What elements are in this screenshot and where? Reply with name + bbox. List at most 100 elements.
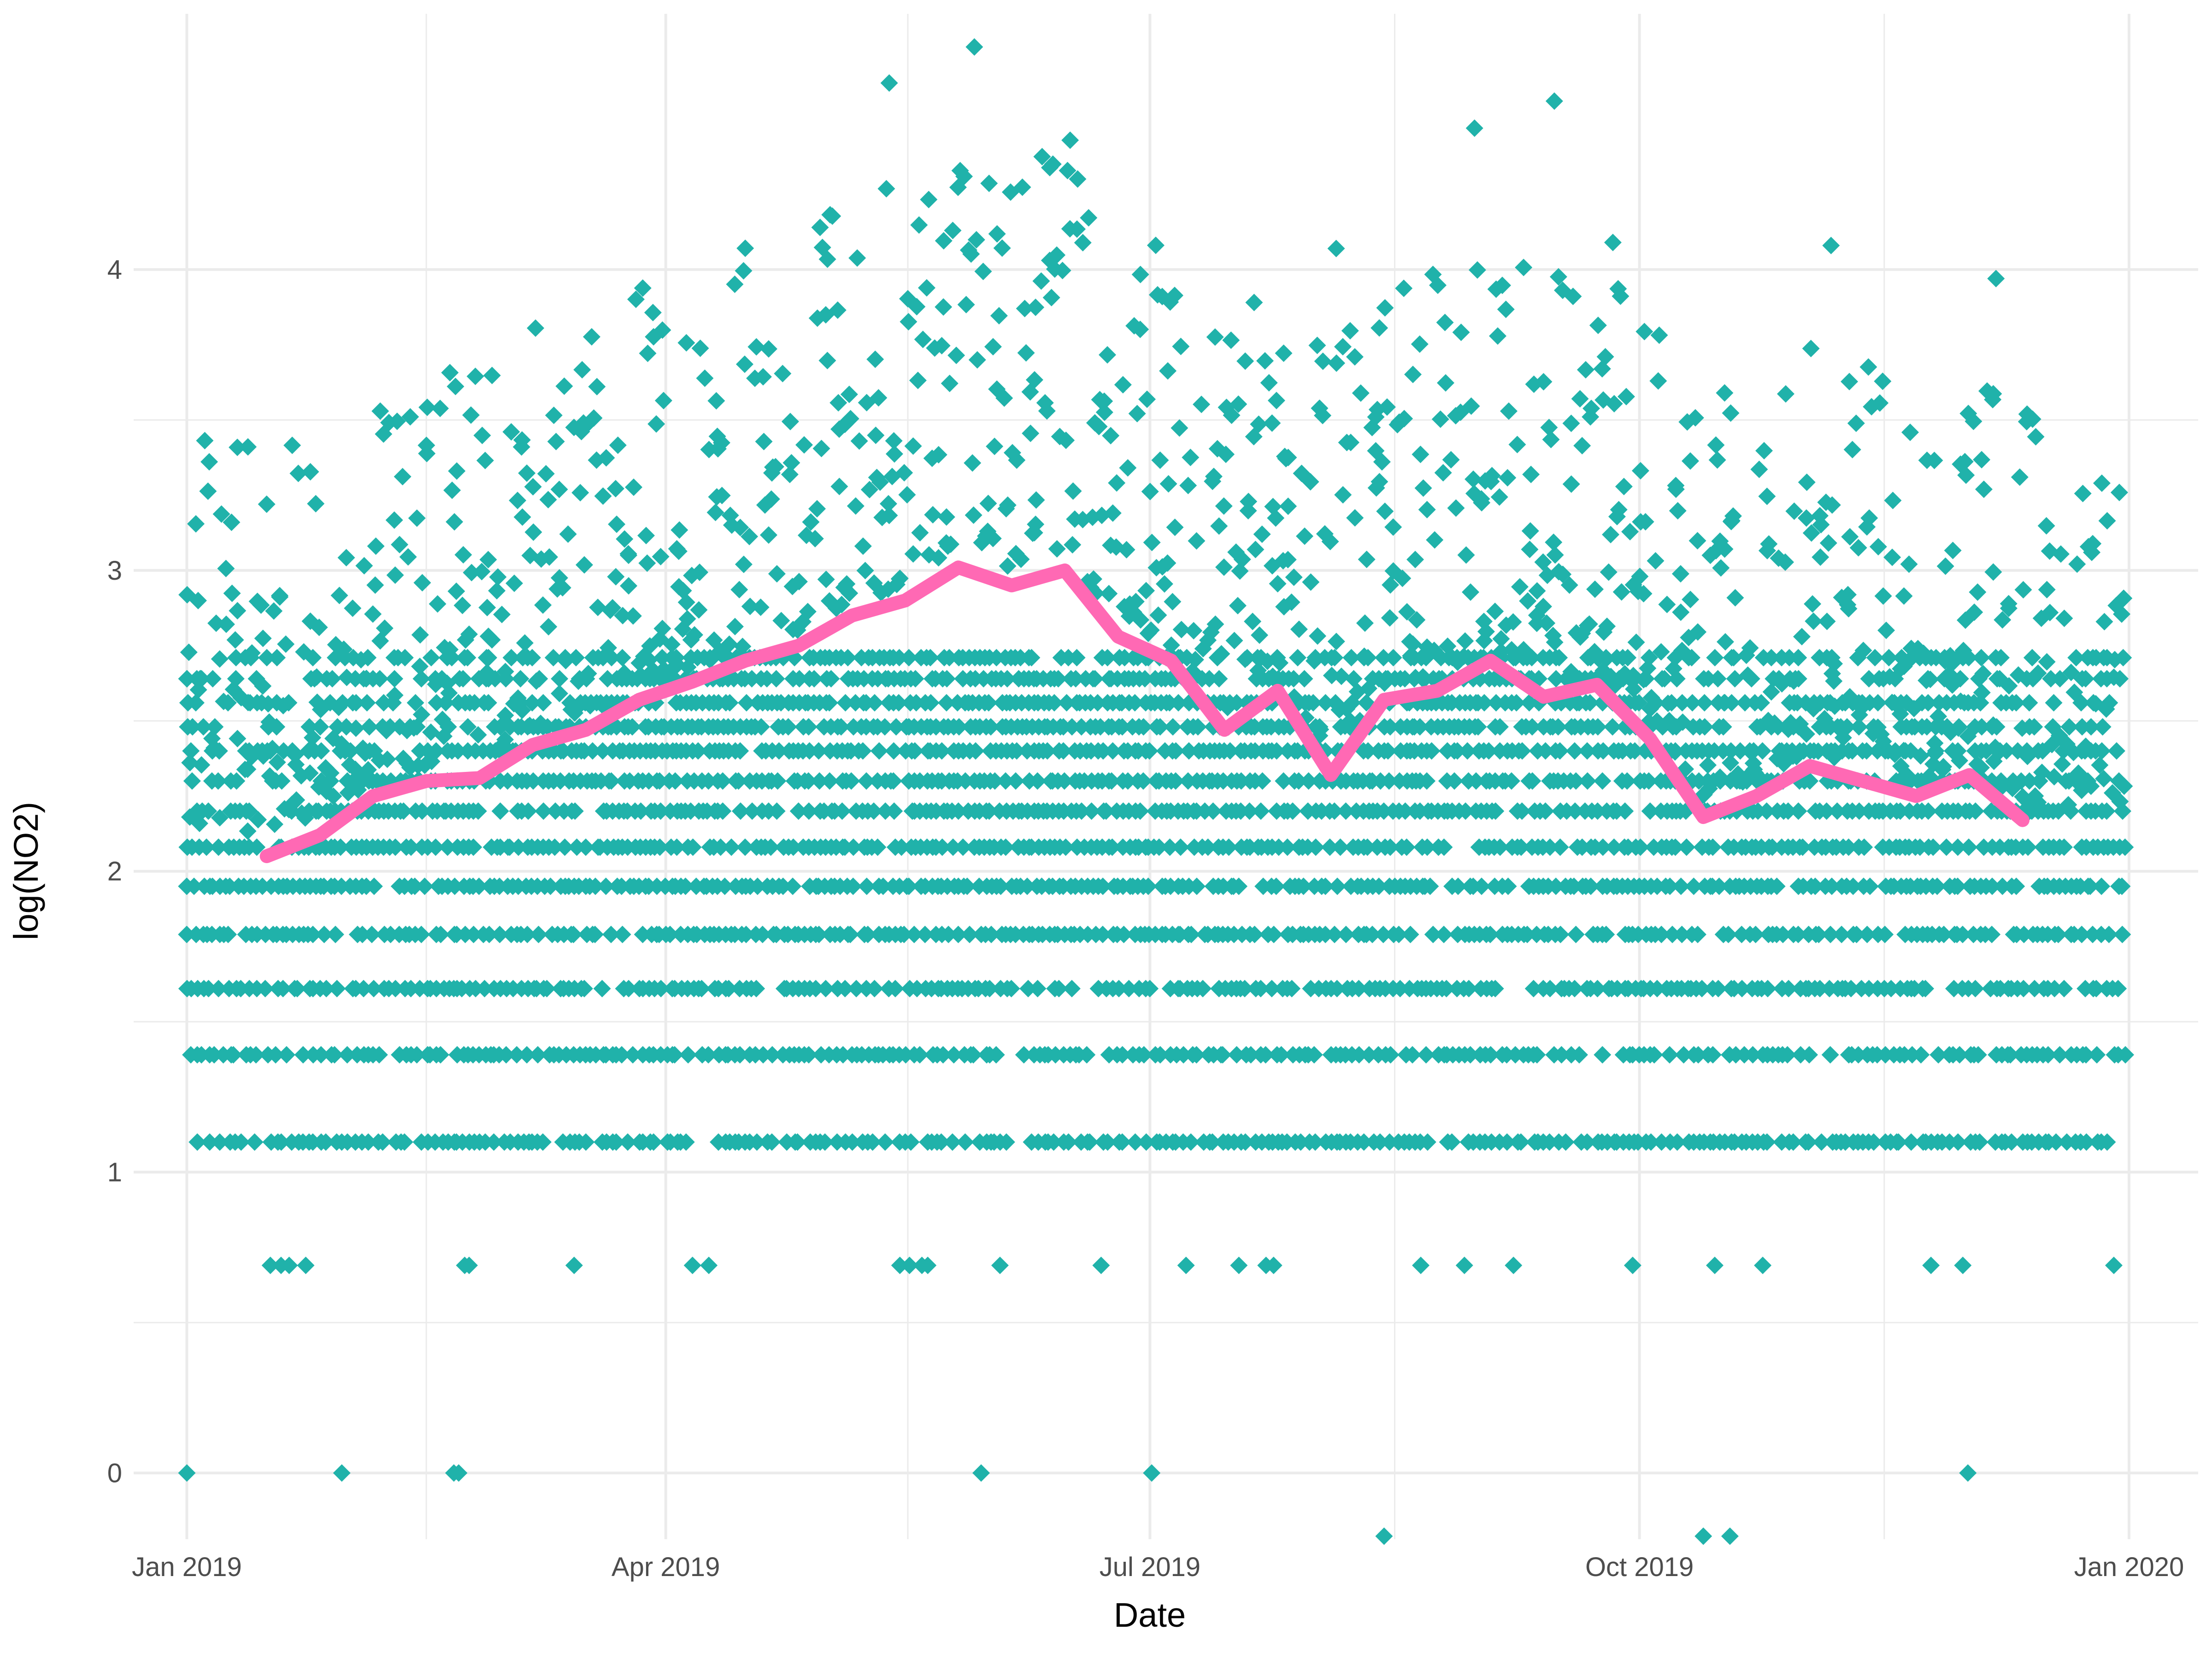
data-point bbox=[890, 649, 908, 667]
data-point bbox=[1370, 877, 1388, 895]
data-point bbox=[1541, 980, 1559, 998]
data-point bbox=[1918, 718, 1936, 736]
data-point bbox=[782, 454, 800, 472]
data-point bbox=[836, 694, 854, 712]
data-point bbox=[743, 670, 761, 688]
data-point bbox=[678, 610, 696, 628]
data-point bbox=[586, 877, 604, 895]
data-point bbox=[904, 545, 922, 563]
data-point bbox=[1104, 742, 1122, 760]
data-point bbox=[374, 1133, 392, 1151]
data-point bbox=[1390, 925, 1408, 943]
trend-layer bbox=[259, 560, 2030, 863]
x-tick-label: Apr 2019 bbox=[612, 1552, 720, 1582]
data-point bbox=[1194, 980, 1212, 998]
data-point bbox=[982, 925, 1000, 943]
data-point bbox=[1180, 742, 1198, 760]
data-point bbox=[247, 1046, 265, 1064]
data-point bbox=[1960, 838, 1978, 856]
data-point bbox=[1321, 533, 1339, 551]
data-point bbox=[1944, 541, 1962, 559]
data-point bbox=[427, 838, 445, 856]
data-point bbox=[207, 614, 225, 632]
data-point bbox=[1972, 759, 1990, 777]
data-point bbox=[1777, 553, 1794, 571]
data-point bbox=[1382, 576, 1400, 594]
data-point bbox=[653, 649, 671, 667]
data-point bbox=[1086, 414, 1104, 432]
data-point bbox=[1404, 365, 1422, 383]
data-point bbox=[1719, 925, 1737, 943]
data-point bbox=[1605, 394, 1623, 412]
data-point bbox=[691, 339, 709, 357]
data-point bbox=[500, 838, 518, 856]
data-point bbox=[1165, 287, 1183, 305]
data-point bbox=[211, 650, 229, 668]
data-point bbox=[1675, 1046, 1693, 1064]
data-point bbox=[1151, 718, 1169, 736]
data-point bbox=[273, 772, 291, 790]
data-point bbox=[842, 772, 860, 790]
data-point bbox=[1257, 1046, 1275, 1064]
data-point bbox=[1250, 415, 1268, 433]
data-point bbox=[762, 490, 780, 508]
data-point bbox=[613, 925, 631, 943]
y-tick-label: 2 bbox=[107, 857, 122, 887]
data-point bbox=[1688, 925, 1706, 943]
data-point bbox=[412, 925, 430, 943]
data-point bbox=[950, 718, 968, 736]
data-point bbox=[1215, 497, 1233, 515]
data-point bbox=[844, 877, 862, 895]
data-point bbox=[856, 562, 874, 580]
data-point bbox=[223, 584, 241, 602]
data-point bbox=[1768, 877, 1786, 895]
data-point bbox=[1966, 802, 1984, 820]
data-point bbox=[2002, 1133, 2020, 1151]
data-point bbox=[1204, 802, 1222, 820]
data-point bbox=[489, 568, 507, 586]
data-point bbox=[1564, 288, 1582, 306]
data-point bbox=[1067, 670, 1085, 688]
data-point bbox=[730, 581, 748, 599]
data-point bbox=[1512, 838, 1530, 856]
data-point bbox=[1008, 742, 1026, 760]
data-point bbox=[731, 518, 749, 536]
data-point bbox=[370, 1046, 388, 1064]
data-point bbox=[624, 718, 641, 736]
data-point bbox=[1002, 980, 1020, 998]
data-point bbox=[625, 478, 643, 496]
data-point bbox=[1317, 694, 1335, 712]
data-point bbox=[2049, 925, 2067, 943]
data-point bbox=[1636, 513, 1654, 531]
data-point bbox=[1072, 718, 1090, 736]
data-point bbox=[1640, 649, 1658, 667]
data-point bbox=[460, 625, 478, 643]
data-point bbox=[1567, 925, 1585, 943]
data-point bbox=[1712, 559, 1730, 577]
data-point bbox=[860, 481, 878, 499]
data-point bbox=[1704, 838, 1722, 856]
data-point bbox=[1573, 838, 1591, 856]
data-point bbox=[1582, 877, 1600, 895]
data-point bbox=[1726, 589, 1744, 607]
data-point bbox=[534, 1133, 552, 1151]
data-point bbox=[997, 1133, 1015, 1151]
data-point bbox=[1549, 718, 1567, 736]
data-point bbox=[1528, 1046, 1546, 1064]
data-point bbox=[1271, 654, 1289, 672]
data-point bbox=[2114, 649, 2132, 667]
data-point bbox=[2025, 718, 2043, 736]
data-point bbox=[1063, 980, 1081, 998]
data-point bbox=[1461, 1046, 1479, 1064]
data-point bbox=[1840, 600, 1858, 618]
data-point bbox=[537, 465, 555, 483]
data-point bbox=[1806, 877, 1824, 895]
data-point bbox=[998, 670, 1016, 688]
data-point bbox=[859, 925, 877, 943]
data-point bbox=[677, 334, 695, 352]
data-point bbox=[1182, 448, 1200, 466]
data-point bbox=[900, 313, 918, 331]
data-point bbox=[766, 458, 784, 476]
data-point bbox=[712, 434, 730, 452]
data-point bbox=[679, 1046, 697, 1064]
